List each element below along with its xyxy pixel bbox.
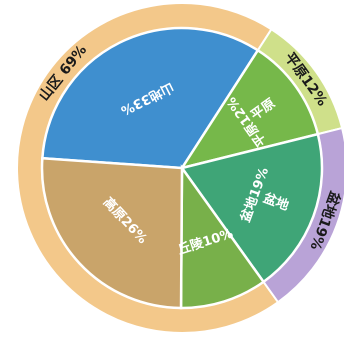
pie-slice-3 [179,164,266,310]
pie-slice-1 [179,48,320,170]
inner-pie [40,26,324,310]
pie-slice-4 [40,156,184,310]
pie-slice-2 [179,132,324,284]
